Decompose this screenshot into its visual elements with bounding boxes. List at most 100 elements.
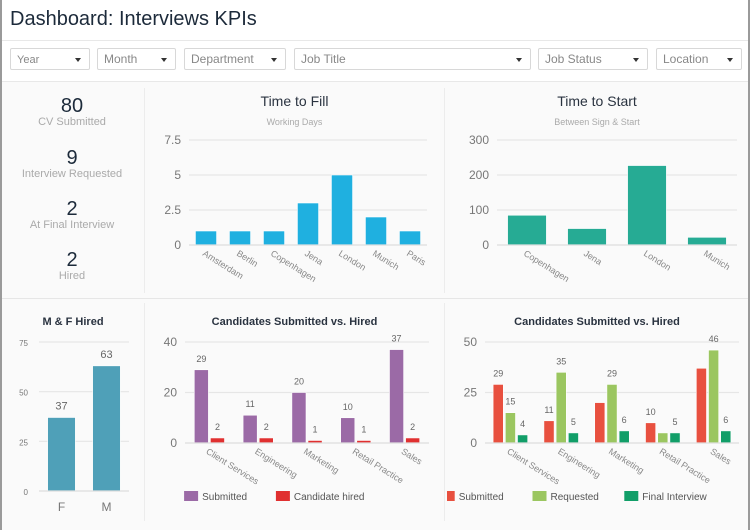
legend-label: Submitted [202,492,247,503]
location-filter[interactable]: Location [656,48,742,70]
divider [144,303,145,521]
divider [144,88,145,293]
y-tick-label: 0 [24,488,29,497]
data-label: 20 [294,377,304,387]
month-filter[interactable]: Month [97,48,176,70]
x-tick-label: Engineering [556,446,602,480]
year-filter[interactable]: Year [10,48,90,70]
data-label: 37 [55,400,67,412]
bar [720,430,732,444]
bar [618,430,630,444]
job-title-filter[interactable]: Job Title [294,48,531,70]
job-title-filter-label: Job Title [301,52,346,66]
bar [405,437,421,444]
bar [645,422,657,444]
legend-label: Submitted [459,492,504,503]
legend-swatch [447,491,455,501]
bar [696,367,707,444]
bar [507,214,547,246]
header-bar: Dashboard: Interviews KPIs [2,0,748,41]
location-filter-label: Location [663,52,709,66]
bar [47,417,76,492]
bar [555,372,567,444]
bar [669,432,681,444]
y-tick-label: 7.5 [164,133,181,147]
kpi-final-interview: 2 At Final Interview [2,199,142,231]
data-label: 29 [493,368,503,378]
data-label: 1 [361,424,366,434]
bar [606,384,618,444]
x-tick-label: Paris [405,248,428,268]
bar [365,216,387,246]
legend-swatch [532,491,547,501]
data-label: 2 [215,422,220,432]
kpi-value: 9 [66,147,78,169]
y-tick-label: 25 [464,386,478,400]
kpi-label: At Final Interview [29,219,115,231]
x-tick-label: Munich [371,248,401,272]
data-label: 35 [556,356,566,366]
chart-title: Time to Fill [261,93,329,109]
x-tick-label: Retail Practice [351,446,406,485]
bar [657,432,669,444]
data-label: 1 [313,424,318,434]
x-tick-label: Client Services [505,446,562,487]
data-label: 2 [264,422,269,432]
department-filter[interactable]: Department [184,48,286,70]
x-tick-label: Retail Practice [658,446,713,485]
kpi-value: 2 [66,198,78,220]
bar [331,174,353,246]
chart-title: Time to Start [557,93,637,109]
x-tick-label: Sales [709,446,734,467]
filter-bar: Year Month Department Job Title Job Stat… [2,41,748,82]
data-label: 4 [520,419,525,429]
kpi-value: 2 [66,249,78,271]
divider [444,88,445,293]
chevron-down-icon [516,58,522,62]
data-label: 11 [544,405,553,415]
page-title: Dashboard: Interviews KPIs [10,8,257,30]
chart-title: Candidates Submitted vs. Hired [514,316,680,328]
y-tick-label: 0 [482,238,489,252]
legend-swatch [184,491,199,501]
x-tick-label: Copenhagen [522,248,571,284]
data-label: 29 [607,368,617,378]
bar [627,165,667,246]
bar [210,437,225,444]
x-tick-label: Sales [400,446,425,467]
job-status-filter-label: Job Status [545,52,602,66]
chart-title: Candidates Submitted vs. Hired [212,316,378,328]
legend-label: Final Interview [642,492,707,503]
bar [567,432,579,444]
legend-label: Requested [551,492,599,503]
data-label: 37 [392,334,402,344]
x-tick-label: Munich [702,248,732,272]
job-status-filter[interactable]: Job Status [538,48,648,70]
kpi-hired: 2 Hired [2,250,142,282]
y-tick-label: 25 [19,438,28,447]
year-filter-label: Year [17,54,40,66]
chart-title: M & F Hired [42,316,103,328]
y-tick-label: 100 [469,203,489,217]
x-tick-label: Jena [303,248,325,267]
bar [399,230,421,246]
legend-label: Candidate hired [294,492,365,503]
data-label: 10 [343,402,353,412]
legend-swatch [624,491,639,501]
bar [242,414,258,444]
month-filter-label: Month [104,52,138,66]
chevron-down-icon [75,58,81,62]
data-label: 46 [709,334,719,344]
y-tick-label: 300 [469,133,489,147]
bar [195,230,217,246]
chart-subtitle: Working Days [267,117,323,127]
y-tick-label: 0 [170,436,177,450]
y-tick-label: 20 [164,386,178,400]
y-tick-label: 50 [19,389,28,398]
mf-hired-chart: M & F Hired 0 25 50 75 37 F 63 M [19,316,129,514]
data-label: 63 [100,349,112,361]
divider [444,303,445,521]
data-label: 11 [245,399,254,409]
bar [567,228,607,246]
y-tick-label: 40 [164,335,178,349]
